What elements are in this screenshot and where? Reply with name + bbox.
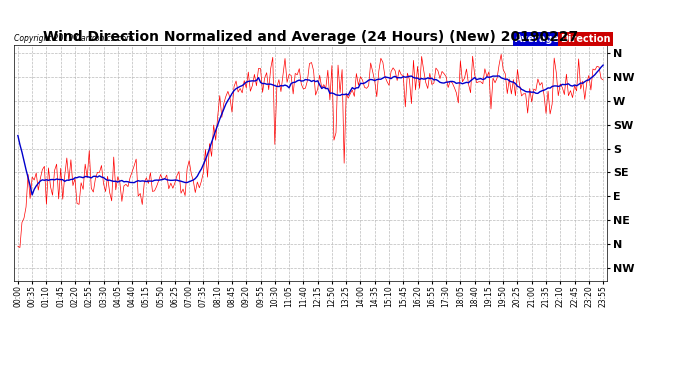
Title: Wind Direction Normalized and Average (24 Hours) (New) 20190227: Wind Direction Normalized and Average (2… (43, 30, 578, 44)
Text: Average: Average (515, 34, 560, 44)
Text: Copyright 2019 Cartronics.com: Copyright 2019 Cartronics.com (14, 34, 133, 43)
Text: Direction: Direction (560, 34, 611, 44)
